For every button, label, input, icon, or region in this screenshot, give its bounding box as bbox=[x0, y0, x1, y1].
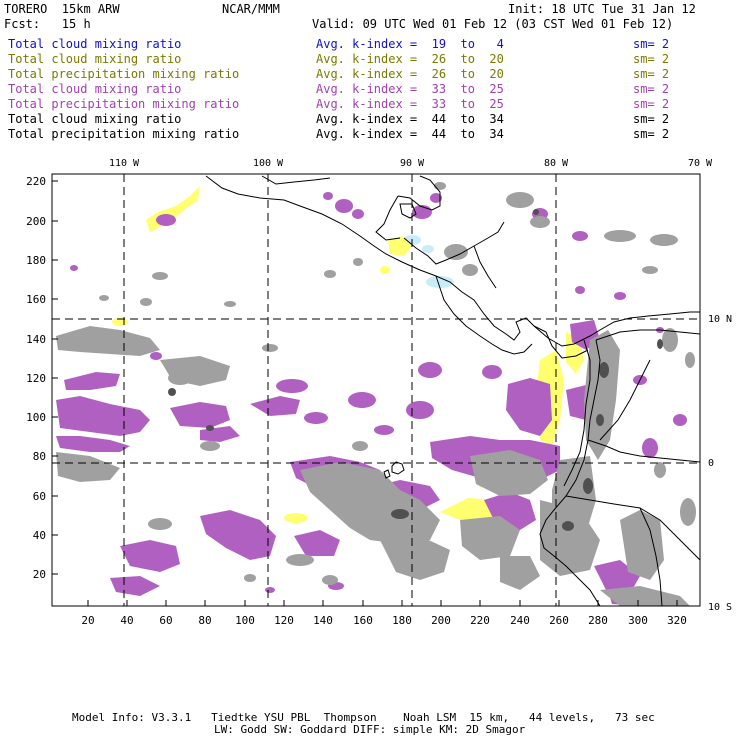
legend-row: Total cloud mixing ratio bbox=[8, 112, 181, 126]
field-name: Total cloud mixing ratio bbox=[8, 52, 182, 66]
x-tick-label: 120 bbox=[274, 614, 294, 627]
legend-kindex: Avg. k-index = 26 to 20 bbox=[316, 67, 504, 81]
axis-ticks bbox=[52, 180, 678, 606]
lat-label-10n: 10 N bbox=[708, 314, 732, 325]
field-name: Total cloud mixing ratio bbox=[8, 82, 182, 96]
x-tick-label: 220 bbox=[470, 614, 490, 627]
lat-label-10s: 10 S bbox=[708, 602, 732, 613]
y-tick-label: 20 bbox=[33, 568, 46, 581]
legend-row: Total cloud mixing ratio bbox=[8, 37, 181, 51]
x-tick-labels: 20 40 60 80 100 120 140 160 180 200 220 … bbox=[81, 614, 687, 627]
x-tick-label: 260 bbox=[549, 614, 569, 627]
legend-smoothing: sm= 2 bbox=[633, 97, 670, 111]
y-tick-label: 220 bbox=[26, 175, 46, 188]
legend-kindex: Avg. k-index = 33 to 25 bbox=[316, 97, 504, 111]
lon-label-100w: 100 W bbox=[253, 158, 284, 169]
x-tick-label: 320 bbox=[667, 614, 687, 627]
longitude-labels: 110 W 100 W 90 W 80 W 70 W bbox=[109, 158, 713, 169]
legend-row: Total precipitation mixing ratio bbox=[8, 127, 239, 141]
x-tick-label: 240 bbox=[510, 614, 530, 627]
legend-kindex: Avg. k-index = 44 to 34 bbox=[316, 127, 504, 141]
map-plot: 110 W 100 W 90 W 80 W 70 W 10 N 0 10 S 2… bbox=[26, 158, 732, 627]
coastlines bbox=[205, 175, 700, 606]
forecast-hour: Fcst: 15 h bbox=[4, 17, 91, 31]
legend-smoothing: sm= 2 bbox=[633, 37, 670, 51]
organization-label: NCAR/MMM bbox=[222, 2, 280, 16]
y-tick-label: 160 bbox=[26, 293, 46, 306]
model-info-line: Model Info: V3.3.1 Tiedtke YSU PBL Thomp… bbox=[72, 711, 655, 724]
y-tick-label: 40 bbox=[33, 529, 46, 542]
lon-label-110w: 110 W bbox=[109, 158, 140, 169]
latitude-labels: 10 N 0 10 S bbox=[708, 314, 732, 613]
legend-smoothing: sm= 2 bbox=[633, 52, 670, 66]
y-tick-label: 140 bbox=[26, 333, 46, 346]
valid-time: Valid: 09 UTC Wed 01 Feb 12 (03 CST Wed … bbox=[312, 17, 674, 31]
legend-row: Total precipitation mixing ratio bbox=[8, 97, 239, 111]
field-name: Total precipitation mixing ratio bbox=[8, 67, 240, 81]
x-tick-label: 180 bbox=[392, 614, 412, 627]
legend-kindex: Avg. k-index = 19 to 4 bbox=[316, 37, 504, 51]
lon-label-90w: 90 W bbox=[400, 158, 425, 169]
lon-label-80w: 80 W bbox=[544, 158, 569, 169]
legend-row: Total precipitation mixing ratio bbox=[8, 67, 239, 81]
lon-label-70w: 70 W bbox=[688, 158, 713, 169]
legend-smoothing: sm= 2 bbox=[633, 67, 670, 81]
field-name: Total precipitation mixing ratio bbox=[8, 127, 240, 141]
y-tick-label: 60 bbox=[33, 490, 46, 503]
plot-frame bbox=[51, 173, 701, 607]
x-tick-label: 140 bbox=[313, 614, 333, 627]
legend-kindex: Avg. k-index = 33 to 25 bbox=[316, 82, 504, 96]
x-tick-label: 60 bbox=[159, 614, 172, 627]
x-tick-label: 280 bbox=[588, 614, 608, 627]
legend-kindex: Avg. k-index = 44 to 34 bbox=[316, 112, 504, 126]
y-tick-labels: 220 200 180 160 140 120 100 80 60 40 20 bbox=[26, 175, 46, 581]
y-tick-label: 80 bbox=[33, 450, 46, 463]
physics-info-line: LW: Godd SW: Goddard DIFF: simple KM: 2D… bbox=[214, 723, 526, 736]
x-tick-label: 40 bbox=[120, 614, 133, 627]
x-tick-label: 20 bbox=[81, 614, 94, 627]
y-tick-label: 200 bbox=[26, 215, 46, 228]
x-tick-label: 160 bbox=[353, 614, 373, 627]
x-tick-label: 100 bbox=[235, 614, 255, 627]
y-tick-label: 100 bbox=[26, 411, 46, 424]
init-time: Init: 18 UTC Tue 31 Jan 12 bbox=[508, 2, 696, 16]
field-name: Total precipitation mixing ratio bbox=[8, 97, 240, 111]
legend-smoothing: sm= 2 bbox=[633, 112, 670, 126]
x-tick-label: 200 bbox=[431, 614, 451, 627]
legend-smoothing: sm= 2 bbox=[633, 127, 670, 141]
lat-lon-grid bbox=[52, 174, 700, 606]
model-title: TORERO 15km ARW bbox=[4, 2, 120, 16]
y-tick-label: 180 bbox=[26, 254, 46, 267]
legend-smoothing: sm= 2 bbox=[633, 82, 670, 96]
x-tick-label: 300 bbox=[628, 614, 648, 627]
legend-kindex: Avg. k-index = 26 to 20 bbox=[316, 52, 504, 66]
field-name: Total cloud mixing ratio bbox=[8, 112, 182, 126]
dark-cloud-cores bbox=[168, 209, 663, 531]
lat-label-0: 0 bbox=[708, 458, 714, 469]
y-tick-label: 120 bbox=[26, 372, 46, 385]
x-tick-label: 80 bbox=[198, 614, 211, 627]
field-name: Total cloud mixing ratio bbox=[8, 37, 182, 51]
legend-row: Total cloud mixing ratio bbox=[8, 52, 181, 66]
legend-row: Total cloud mixing ratio bbox=[8, 82, 181, 96]
